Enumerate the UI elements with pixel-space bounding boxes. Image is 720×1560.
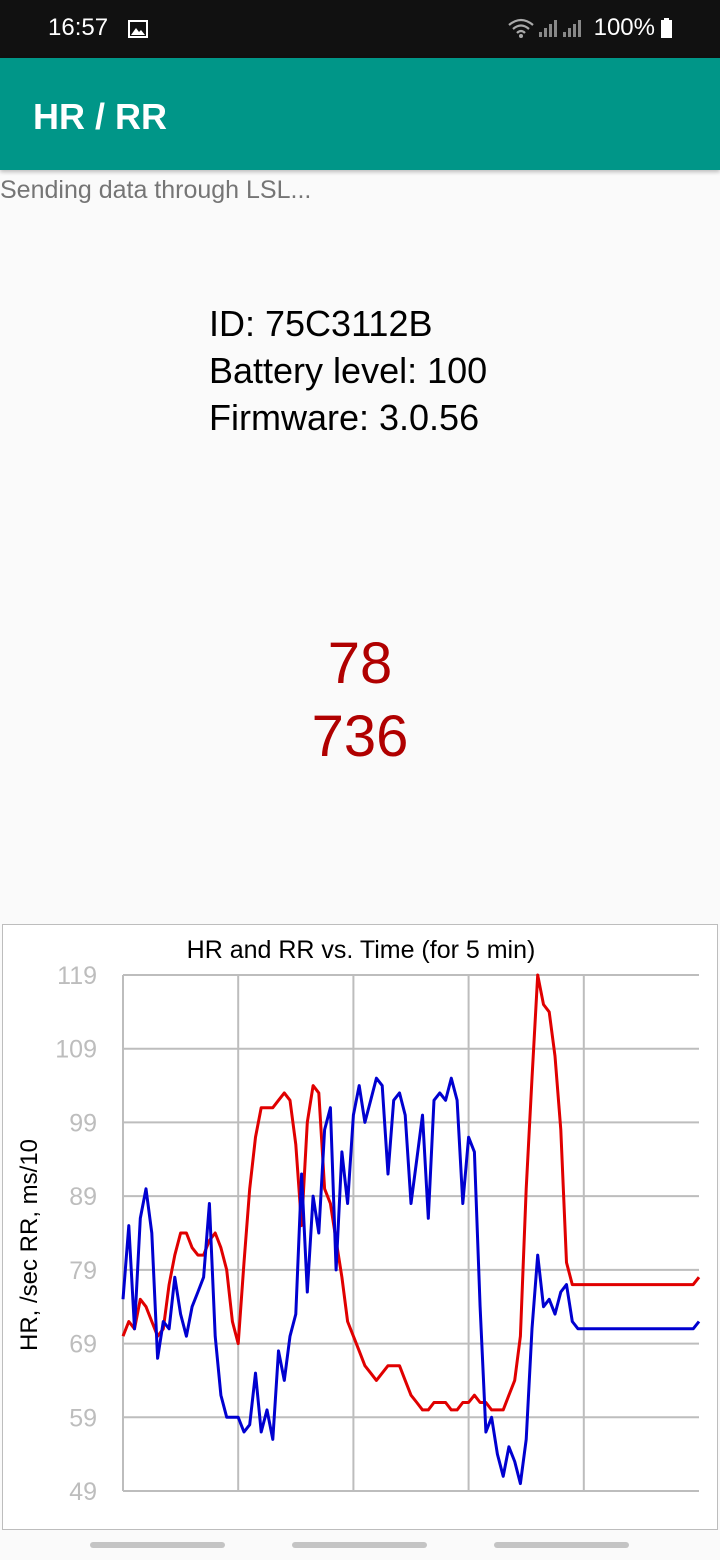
image-icon [128,20,148,38]
y-tick-label: 119 [57,962,97,990]
y-tick-label: 99 [69,1109,97,1137]
y-tick-labels: 119 109 99 89 79 69 59 49 [55,962,97,1506]
y-tick-label: 69 [69,1331,97,1359]
grid [122,974,699,1492]
status-message: Sending data through LSL... [0,176,312,204]
status-time: 16:57 [48,14,109,41]
chart-ylabel: HR, /sec RR, ms/10 [16,1139,43,1351]
y-tick-label: 109 [55,1036,97,1064]
app-bar: HR / RR [0,58,720,170]
nav-home-button[interactable] [292,1542,427,1548]
firmware-version: Firmware: 3.0.56 [209,397,480,438]
series-lines [121,973,701,1486]
device-id: ID: 75C3112B [209,303,433,344]
rr-series-line [121,1076,701,1486]
nav-back-button[interactable] [90,1542,225,1548]
nav-recents-button[interactable] [494,1542,629,1548]
device-info: ID: 75C3112B Battery level: 100 Firmware… [209,300,487,441]
signal-icon [538,20,557,37]
hr-value: 78 [327,631,393,696]
y-tick-label: 49 [69,1478,97,1506]
battery-icon [661,18,672,38]
rr-value: 736 [311,704,409,769]
status-bar: 16:57 100% [0,0,720,58]
y-tick-label: 89 [69,1183,97,1211]
hr-series-line [121,973,701,1412]
battery-level: Battery level: 100 [209,350,488,391]
chart-svg: HR and RR vs. Time (for 5 min) HR, /sec … [16,936,701,1506]
y-tick-label: 59 [69,1404,97,1432]
battery-percent: 100% [593,14,655,41]
chart-title: HR and RR vs. Time (for 5 min) [187,936,536,964]
navigation-bar [0,1530,720,1560]
app-title: HR / RR [33,96,167,137]
hr-rr-chart: HR and RR vs. Time (for 5 min) HR, /sec … [2,924,718,1530]
status-right-group: 100% [507,14,672,42]
signal-icon [562,20,581,37]
y-tick-label: 79 [69,1257,97,1285]
wifi-icon [507,18,534,38]
